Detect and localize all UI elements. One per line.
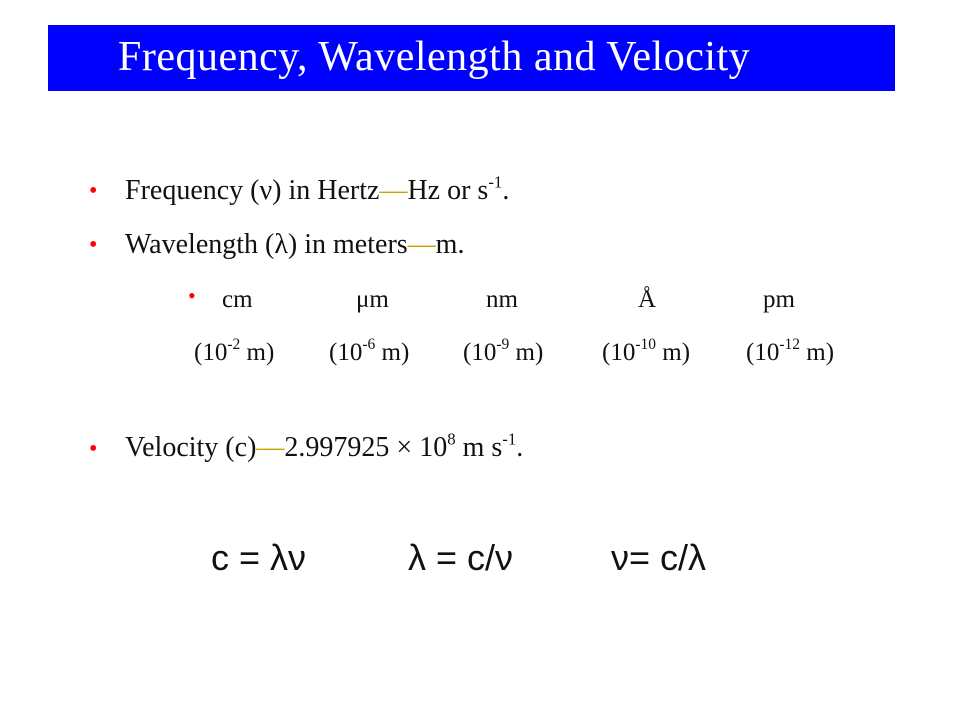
power-unit: m)	[375, 339, 410, 366]
power-angstrom: (10-10 m)	[602, 337, 691, 366]
wavelength-unit: m.	[435, 229, 465, 260]
power-unit: m)	[656, 339, 691, 366]
velocity-exponent: 8	[447, 429, 456, 449]
velocity-dash: —	[256, 432, 285, 463]
bullet-dot-velocity: •	[89, 436, 98, 462]
power-nm: (10-9 m)	[463, 337, 544, 366]
bullet-dot-wavelength: •	[89, 232, 98, 258]
frequency-dash: —	[379, 175, 408, 206]
power-unit: m)	[509, 339, 544, 366]
frequency-text: Frequency (ν) in Hertz	[125, 175, 380, 206]
frequency-unit: Hz or s	[407, 175, 489, 206]
power-base: (10	[602, 339, 636, 366]
equation-nu: ν= c/λ	[611, 537, 707, 578]
power-base: (10	[746, 339, 780, 366]
equation-c: c = λν	[211, 537, 307, 578]
wavelength-text: Wavelength (λ) in meters	[125, 229, 408, 260]
wavelength-dash: —	[407, 229, 436, 260]
power-unit: m)	[800, 339, 835, 366]
unit-pm: pm	[763, 286, 795, 313]
power-pm: (10-12 m)	[746, 337, 835, 366]
times-symbol: ×	[396, 432, 413, 463]
velocity-base: 10	[412, 432, 448, 463]
unit-angstrom: Å	[638, 286, 657, 313]
power-exponent: -12	[779, 336, 800, 354]
power-exponent: -6	[362, 336, 376, 354]
power-exponent: -2	[227, 336, 241, 354]
velocity-period: .	[516, 432, 524, 463]
frequency-line: Frequency (ν) in Hertz—Hz or s-1.	[125, 173, 510, 206]
slide-title: Frequency, Wavelength and Velocity	[118, 34, 751, 80]
title-bar: Frequency, Wavelength and Velocity	[48, 25, 895, 91]
unit-cm: cm	[222, 286, 253, 313]
wavelength-line: Wavelength (λ) in meters—m.	[125, 231, 464, 259]
unit-nm: nm	[486, 286, 518, 313]
unit-um: μm	[356, 286, 389, 313]
power-exponent: -10	[635, 336, 656, 354]
bullet-dot-units: •	[188, 283, 196, 308]
velocity-unit: m s	[455, 432, 503, 463]
power-um: (10-6 m)	[329, 337, 410, 366]
power-base: (10	[329, 339, 363, 366]
frequency-period: .	[502, 175, 510, 206]
power-exponent: -9	[496, 336, 510, 354]
velocity-value: 2.997925	[284, 432, 397, 463]
velocity-line: Velocity (c)—2.997925 × 108 m s-1.	[125, 430, 524, 463]
frequency-exponent: -1	[488, 172, 503, 192]
power-base: (10	[463, 339, 497, 366]
velocity-text: Velocity (c)	[125, 432, 257, 463]
power-cm: (10-2 m)	[194, 337, 275, 366]
power-base: (10	[194, 339, 228, 366]
equation-lambda: λ = c/ν	[408, 537, 514, 578]
bullet-dot-frequency: •	[89, 178, 98, 204]
power-unit: m)	[240, 339, 275, 366]
velocity-unit-exponent: -1	[502, 429, 517, 449]
